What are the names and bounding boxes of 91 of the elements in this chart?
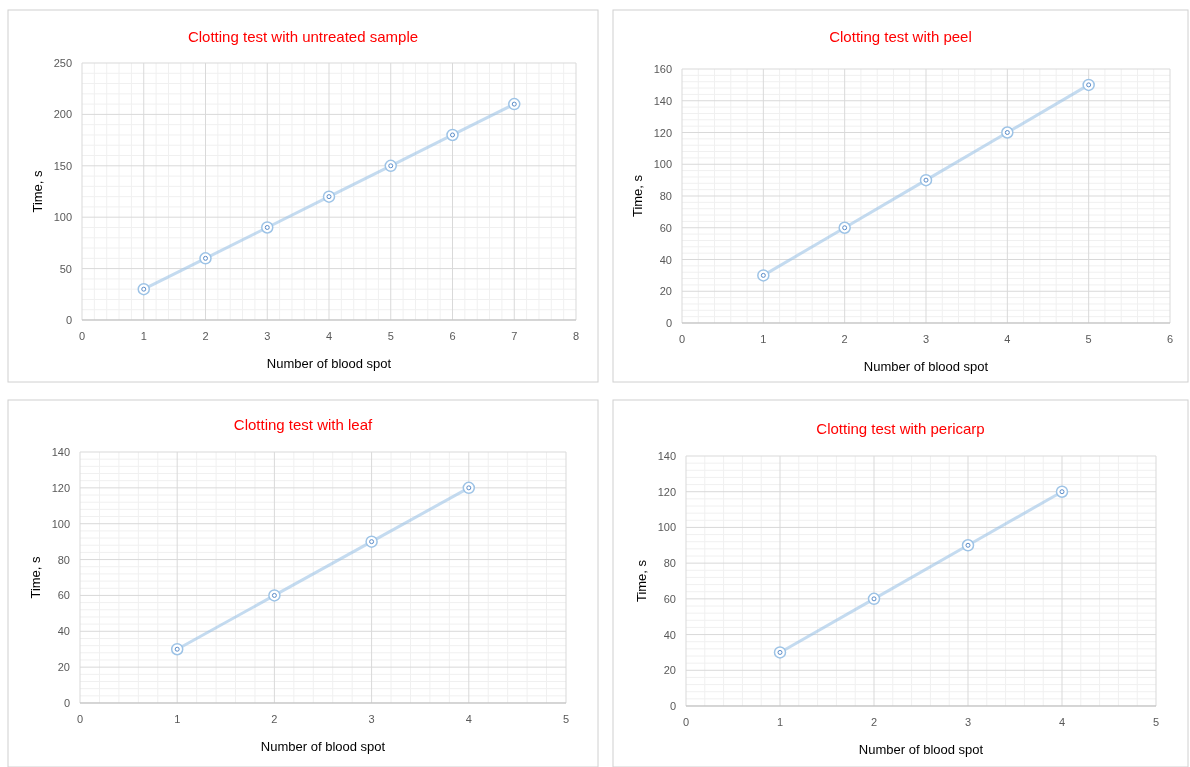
x-tick-label: 2: [202, 330, 209, 342]
y-tick-label: 20: [659, 285, 672, 298]
x-tick-label: 2: [841, 333, 848, 345]
x-tick-label: 3: [264, 330, 271, 342]
x-tick-label: 0: [682, 716, 690, 728]
y-tick-label: 100: [53, 211, 72, 224]
y-tick-label: 0: [665, 317, 672, 329]
y-tick-label: 40: [659, 253, 672, 266]
point: [1055, 485, 1069, 498]
y-tick-label: 250: [53, 57, 72, 69]
y-tick-label: 140: [657, 450, 676, 462]
x-tick-label: 0: [78, 330, 86, 342]
x-tick-label: 5: [1152, 716, 1160, 728]
point: [261, 221, 274, 234]
y-axis-title: Time, s: [634, 559, 649, 603]
point: [199, 252, 212, 265]
point: [773, 646, 787, 659]
point: [322, 190, 336, 203]
y-tick-label: 100: [51, 517, 70, 530]
x-tick-label: 8: [572, 330, 580, 342]
y-tick-label: 80: [659, 190, 672, 202]
chart-title: Clotting test with pericarp: [816, 420, 985, 437]
x-tick-label: 0: [678, 333, 686, 345]
x-tick-label: 6: [449, 330, 456, 342]
x-axis-title: Number of blood spot: [863, 359, 989, 374]
y-tick-label: 150: [53, 159, 72, 172]
x-tick-label: 7: [511, 330, 518, 342]
x-tick-label: 1: [140, 330, 147, 342]
point: [1001, 126, 1014, 139]
y-tick-label: 60: [663, 592, 676, 605]
x-tick-label: 5: [387, 330, 394, 342]
point: [462, 481, 476, 495]
y-tick-label: 140: [653, 94, 672, 107]
point: [757, 269, 770, 282]
x-tick-label: 1: [776, 716, 784, 728]
x-tick-label: 3: [964, 716, 972, 728]
y-tick-label: 100: [653, 158, 672, 171]
x-axis-title: Number of blood spot: [858, 742, 984, 757]
x-tick-label: 0: [76, 713, 84, 725]
y-tick-label: 140: [51, 446, 70, 458]
x-tick-label: 4: [1004, 333, 1011, 345]
point: [365, 535, 378, 548]
x-axis-title: Number of blood spot: [266, 356, 392, 371]
point: [268, 589, 281, 602]
point: [1082, 78, 1095, 92]
x-tick-label: 2: [271, 713, 278, 725]
y-tick-label: 200: [53, 108, 72, 121]
chart-title: Clotting test with untreated sample: [187, 28, 419, 45]
y-tick-label: 80: [57, 553, 70, 566]
point: [446, 128, 459, 142]
point: [137, 282, 150, 296]
point: [384, 159, 397, 173]
x-tick-label: 5: [1085, 333, 1092, 345]
y-tick-label: 0: [669, 700, 676, 712]
x-tick-label: 4: [465, 713, 472, 725]
y-axis-title: Time, s: [28, 555, 43, 599]
point: [961, 539, 975, 552]
point: [919, 173, 933, 187]
y-tick-label: 120: [51, 481, 70, 494]
y-tick-label: 0: [63, 697, 70, 709]
x-tick-label: 1: [174, 713, 181, 725]
y-tick-label: 80: [663, 557, 676, 570]
chart-title: Clotting test with peel: [829, 28, 972, 45]
y-tick-label: 40: [663, 628, 676, 641]
x-tick-label: 3: [922, 333, 930, 345]
point: [170, 642, 184, 656]
point: [508, 97, 521, 111]
x-tick-label: 2: [870, 716, 878, 728]
y-tick-label: 20: [663, 664, 676, 677]
y-tick-label: 100: [657, 521, 676, 534]
point: [867, 592, 881, 606]
y-tick-label: 120: [653, 126, 672, 139]
x-tick-label: 4: [325, 330, 333, 342]
y-tick-label: 120: [657, 485, 676, 498]
y-tick-label: 0: [65, 314, 72, 326]
x-axis-title: Number of blood spot: [260, 739, 386, 754]
y-axis-title: Time, s: [30, 169, 45, 213]
y-tick-label: 60: [659, 221, 672, 234]
y-tick-label: 160: [653, 63, 672, 75]
chart-title: Clotting test with leaf: [233, 416, 374, 433]
y-tick-label: 20: [57, 661, 70, 674]
y-tick-label: 50: [59, 262, 72, 275]
point: [838, 221, 851, 234]
x-tick-label: 6: [1166, 333, 1174, 345]
y-tick-label: 60: [57, 589, 70, 602]
x-tick-label: 5: [562, 713, 570, 725]
x-tick-label: 1: [760, 333, 767, 345]
y-tick-label: 40: [57, 625, 70, 638]
x-tick-label: 4: [1058, 716, 1066, 728]
x-tick-label: 3: [368, 713, 375, 725]
y-axis-title: Time, s: [630, 174, 645, 218]
